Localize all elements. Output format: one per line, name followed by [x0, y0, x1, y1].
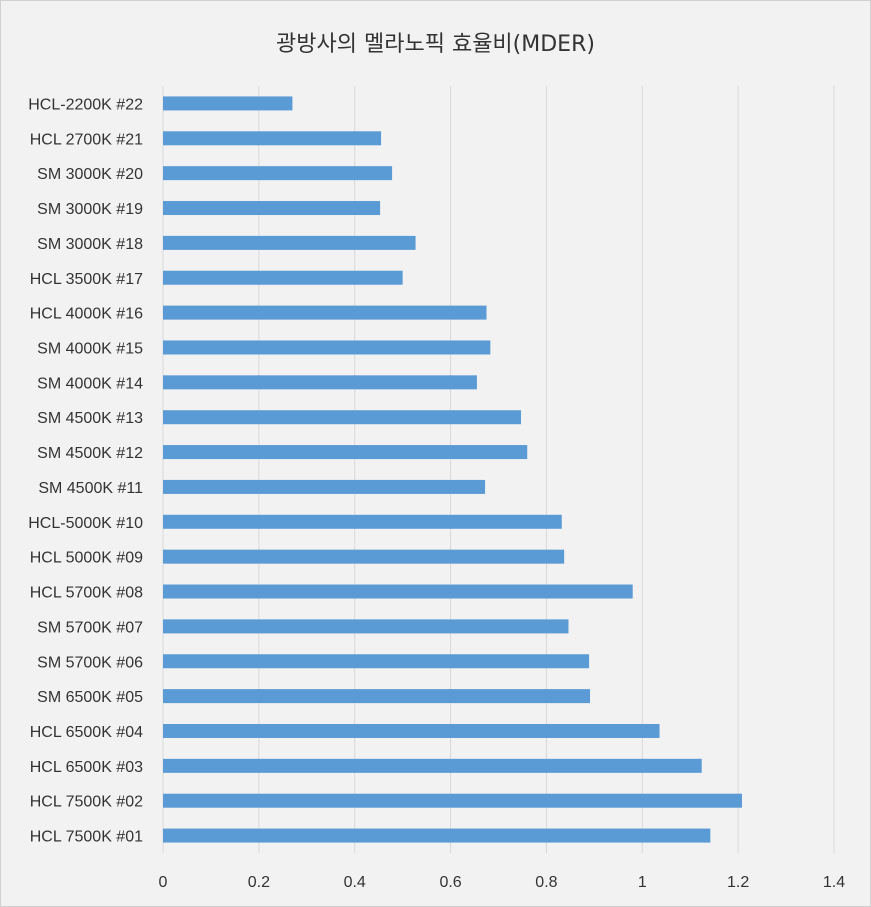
x-tick-label: 0.6: [439, 874, 461, 891]
x-tick-label: 0.8: [535, 874, 557, 891]
category-label: HCL 2700K #21: [30, 131, 143, 148]
x-tick-label: 1.4: [823, 874, 845, 891]
category-label: HCL 7500K #01: [30, 829, 143, 846]
category-label: SM 4500K #12: [37, 445, 143, 462]
x-tick-label: 0: [159, 874, 168, 891]
bar: [163, 654, 590, 669]
category-label: HCL 3500K #17: [30, 271, 143, 288]
bar: [163, 131, 382, 146]
bar: [163, 479, 486, 494]
bar: [163, 619, 569, 634]
category-label: SM 4500K #11: [38, 480, 143, 497]
bar: [163, 758, 702, 773]
category-label: SM 6500K #05: [37, 689, 143, 706]
category-label: SM 3000K #19: [37, 201, 143, 218]
bar: [163, 410, 522, 425]
bar: [163, 723, 660, 738]
x-tick-label: 0.2: [248, 874, 270, 891]
category-labels: HCL-2200K #22 HCL 2700K #21 SM 3000K #20 SM…: [28, 96, 143, 845]
bar: [163, 793, 742, 808]
category-label: HCL 4000K #16: [30, 306, 143, 323]
category-label: SM 4000K #14: [37, 375, 143, 392]
x-tick-labels: 0 0.2 0.4 0.6 0.8 1 1.2 1.4: [159, 874, 846, 891]
bar: [163, 828, 711, 843]
category-label: SM 5700K #07: [37, 619, 143, 636]
x-tick-label: 1.2: [727, 874, 749, 891]
category-label: HCL-2200K #22: [28, 96, 143, 113]
bar: [163, 270, 403, 285]
bar: [163, 445, 528, 460]
category-label: SM 4000K #15: [37, 340, 143, 357]
bar: [163, 201, 381, 216]
bar: [163, 514, 562, 529]
bar: [163, 549, 565, 564]
bar: [163, 235, 416, 250]
chart-title: 광방사의 멜라노픽 효율비(MDER): [276, 32, 595, 57]
bar: [163, 584, 633, 599]
category-label: HCL 7500K #02: [30, 794, 143, 811]
category-label: HCL 6500K #04: [30, 724, 143, 741]
bar: [163, 96, 293, 111]
category-label: SM 3000K #18: [37, 236, 143, 253]
category-label: HCL 5700K #08: [30, 585, 143, 602]
bar: [163, 689, 591, 704]
x-tick-label: 0.4: [344, 874, 366, 891]
bar: [163, 375, 477, 390]
bar: [163, 305, 487, 320]
category-label: HCL-5000K #10: [28, 515, 143, 532]
bar: [163, 340, 491, 355]
bars: [163, 96, 742, 843]
x-tick-label: 1: [638, 874, 647, 891]
category-label: SM 4500K #13: [37, 410, 143, 427]
category-label: SM 3000K #20: [37, 166, 143, 183]
category-label: HCL 6500K #03: [30, 759, 143, 776]
bar: [163, 166, 393, 181]
category-label: HCL 5000K #09: [30, 550, 143, 567]
category-label: SM 5700K #06: [37, 654, 143, 671]
